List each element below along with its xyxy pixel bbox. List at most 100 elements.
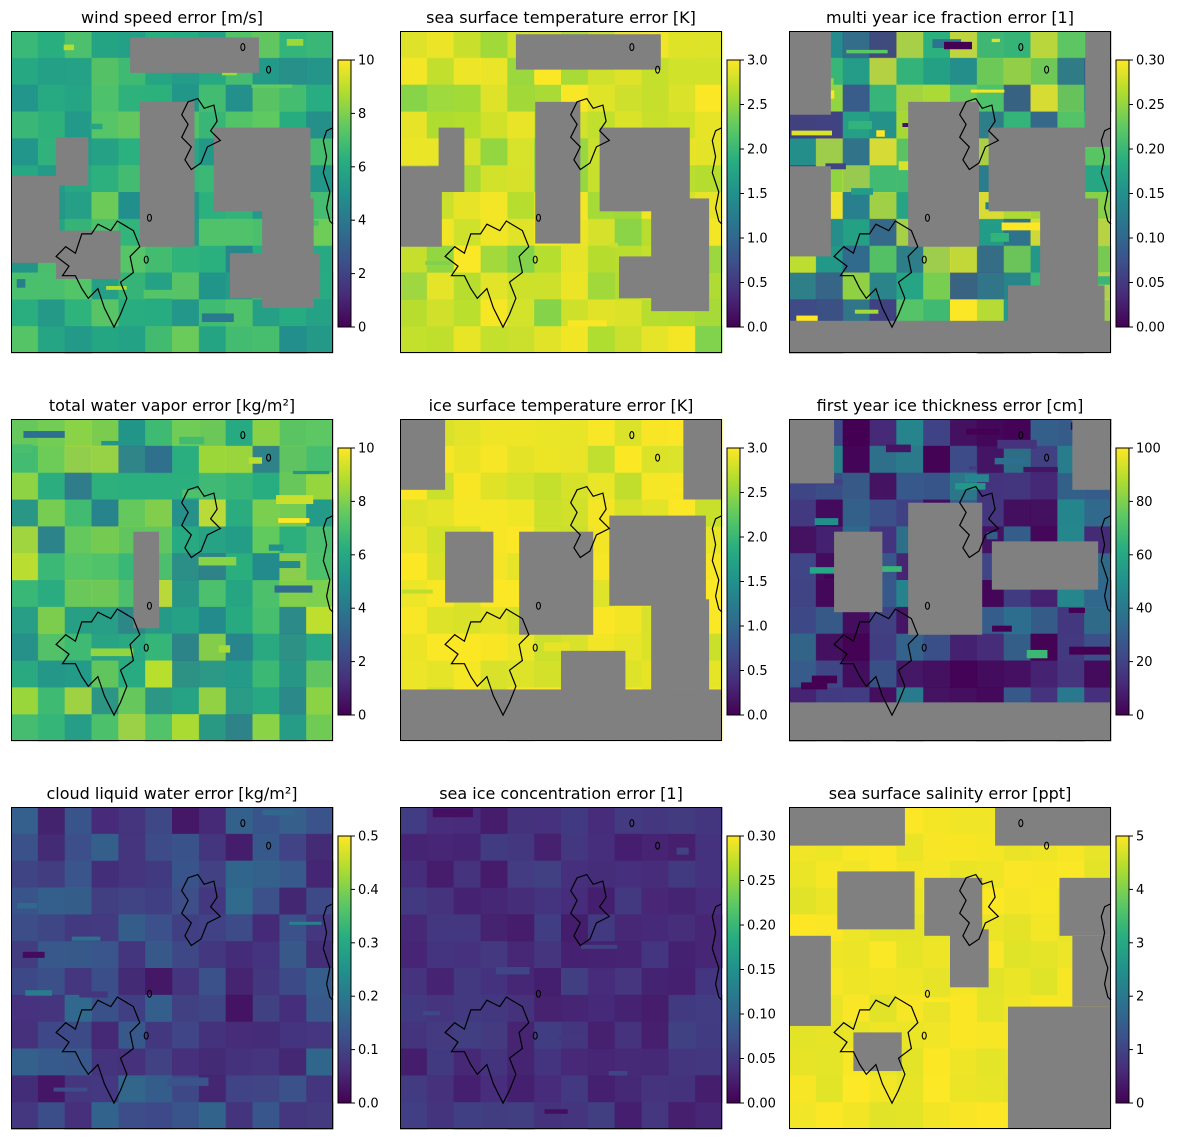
field-cell — [695, 860, 723, 888]
field-cell — [426, 1075, 455, 1103]
field-cell — [400, 138, 428, 166]
field-cell — [400, 111, 428, 139]
field-cell — [869, 968, 897, 996]
field-cell — [453, 218, 481, 247]
field-cell — [561, 807, 589, 835]
field-cell — [198, 84, 227, 112]
field-cell — [480, 1102, 508, 1130]
field-cell — [11, 84, 39, 112]
coastline-island — [655, 453, 661, 462]
field-cell — [225, 1075, 253, 1103]
field-cell — [869, 165, 897, 193]
field-cell — [842, 941, 870, 969]
field-cell — [453, 968, 481, 996]
field-cell — [64, 887, 92, 915]
map-panel-8: sea ice concentration error [1] 0.00 0.05 0… — [400, 784, 776, 1130]
field-cell — [252, 606, 280, 635]
no-data-block — [1072, 935, 1111, 1007]
field-cell — [561, 245, 589, 273]
field-cell — [145, 1102, 173, 1130]
field-cell — [279, 994, 307, 1023]
coastline-island — [1044, 841, 1050, 850]
field-cell — [1030, 472, 1058, 500]
coastline-svalbard — [55, 996, 141, 1105]
no-data-block — [445, 531, 494, 603]
colorbar-tick-label: 0.30 — [1136, 54, 1165, 69]
field-cell — [1084, 499, 1112, 527]
field-cell — [279, 714, 307, 742]
field-cell — [198, 1102, 227, 1130]
coastline-franz-josef-land — [569, 873, 611, 947]
coastline-island — [1018, 431, 1024, 440]
field-cell — [587, 1102, 616, 1130]
field-cell — [64, 714, 92, 742]
field-cell — [950, 1102, 978, 1130]
field-cell — [64, 580, 92, 608]
field-cell — [252, 687, 280, 715]
coastline-island — [240, 43, 246, 52]
field-cell — [507, 1021, 535, 1049]
field-cell — [668, 31, 696, 59]
field-cell — [507, 833, 535, 862]
field-cell — [480, 1075, 508, 1103]
field-cell — [400, 994, 428, 1023]
field-cell — [279, 606, 307, 635]
field-cell — [976, 245, 1005, 273]
field-cell — [11, 887, 39, 915]
colorbar-tick-label: 0.30 — [747, 830, 776, 845]
field-cell — [400, 833, 428, 862]
field-cell — [950, 272, 978, 300]
field-cell — [37, 633, 66, 661]
coastline-east — [322, 127, 334, 225]
field-streak — [63, 44, 74, 51]
coastline-franz-josef-land — [958, 485, 1000, 559]
field-cell — [587, 218, 616, 247]
field-cell — [1003, 472, 1031, 500]
field-cell — [91, 807, 119, 835]
field-cell — [976, 84, 1005, 112]
field-cell — [279, 526, 307, 554]
field-cell — [614, 299, 642, 327]
field-cell — [64, 553, 92, 581]
field-cell — [789, 138, 817, 166]
field-cell — [11, 606, 39, 635]
field-cell — [400, 1102, 428, 1130]
field-cell — [91, 499, 119, 527]
field-cell — [842, 57, 870, 86]
field-cell — [869, 472, 897, 500]
coastline-island — [921, 1031, 927, 1040]
field-cell — [507, 245, 535, 273]
field-cell — [37, 580, 66, 608]
no-data-block — [683, 419, 722, 500]
field-cell — [896, 272, 924, 300]
field-cell — [145, 499, 173, 527]
map-panel-9: sea surface salinity error [ppt] 0 1 2 3 4 5 — [789, 784, 1144, 1130]
field-cell — [614, 994, 642, 1023]
field-cell — [507, 272, 535, 300]
colorbar-tick-label: 0.05 — [1136, 276, 1165, 291]
coastline-island — [924, 989, 931, 998]
field-cell — [91, 887, 119, 915]
field-cell — [815, 138, 844, 166]
field-streak — [968, 466, 978, 470]
field-cell — [118, 299, 146, 327]
colorbar-tick-label: 1.0 — [747, 232, 768, 247]
no-data-block — [618, 256, 706, 299]
field-streak — [179, 436, 205, 445]
field-cell — [641, 84, 669, 112]
no-data-block — [599, 127, 690, 212]
field-cell — [11, 553, 39, 581]
field-cell — [400, 660, 428, 688]
field-cell — [91, 138, 119, 166]
field-cell — [815, 633, 844, 661]
field-cell — [507, 914, 535, 942]
field-cell — [1084, 165, 1112, 193]
field-streak — [994, 457, 1026, 465]
field-cell — [145, 914, 173, 942]
field-cell — [950, 1021, 978, 1049]
colorbar — [726, 59, 741, 328]
field-cell — [306, 1075, 334, 1103]
field-cell — [252, 1048, 280, 1076]
field-cell — [507, 941, 535, 969]
field-cell — [225, 84, 253, 112]
